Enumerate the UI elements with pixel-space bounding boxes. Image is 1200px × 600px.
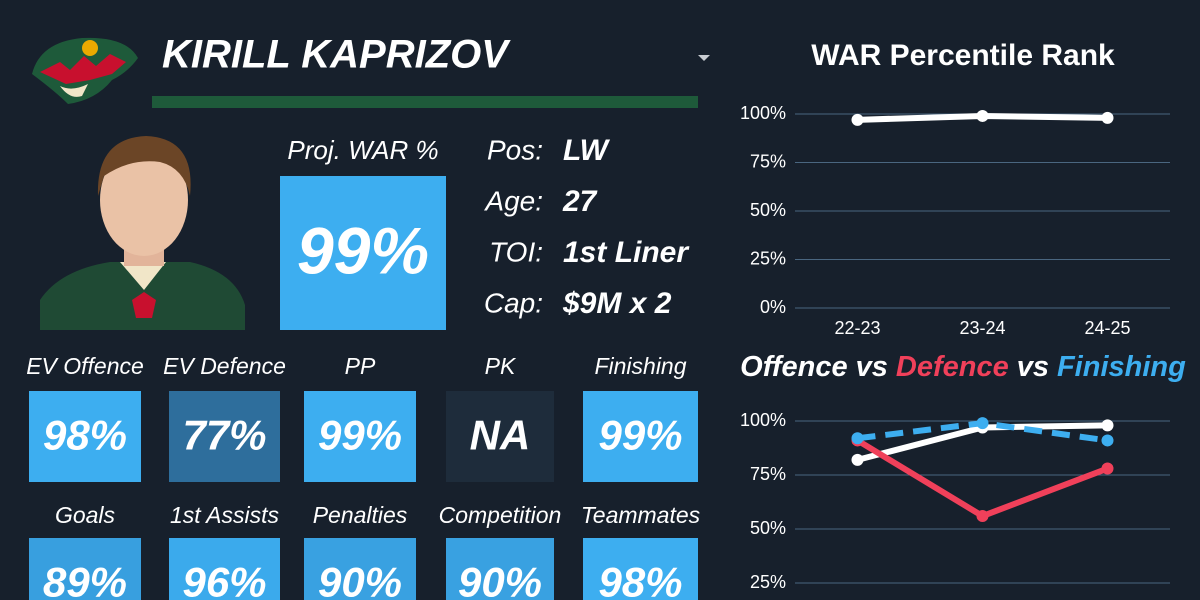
series-marker xyxy=(851,432,864,445)
player-name: KIRILL KAPRIZOV xyxy=(162,33,511,77)
info-value: 27 xyxy=(562,185,598,218)
series-marker xyxy=(976,417,989,430)
title-series-name: Finishing xyxy=(1057,351,1186,383)
tile-value: 99% xyxy=(598,412,682,459)
info-label: Pos: xyxy=(487,134,543,165)
tile-box xyxy=(583,391,698,482)
x-tick-label: 22-23 xyxy=(834,318,880,338)
name-underline xyxy=(152,96,698,108)
info-label: Age: xyxy=(483,185,543,216)
tile-box xyxy=(304,538,416,600)
tile-label: EV Offence xyxy=(26,353,144,379)
series-marker xyxy=(976,109,989,122)
title-joiner: vs xyxy=(1017,351,1049,383)
tile-value: NA xyxy=(470,412,531,459)
y-tick-label: 50% xyxy=(750,200,786,220)
y-tick-label: 75% xyxy=(750,151,786,171)
y-tick-label: 50% xyxy=(750,518,786,538)
tile-box xyxy=(29,391,141,482)
series-marker xyxy=(1101,434,1114,447)
series-marker xyxy=(1101,419,1114,432)
projection-value: 99% xyxy=(297,213,429,287)
tile-value: 96% xyxy=(182,559,266,600)
info-label: TOI: xyxy=(489,236,543,267)
tile-label: 1st Assists xyxy=(170,502,280,528)
tile-box xyxy=(304,391,416,482)
tile-label: Competition xyxy=(439,502,562,528)
tile-value: 90% xyxy=(318,559,402,600)
title-series-name: Offence xyxy=(740,351,847,383)
projection-label: Proj. WAR % xyxy=(287,135,438,165)
dropdown-arrow[interactable] xyxy=(698,55,710,61)
y-tick-label: 25% xyxy=(750,248,786,268)
info-value: LW xyxy=(563,134,611,167)
tile-label: Finishing xyxy=(594,353,686,379)
series-marker xyxy=(1101,111,1114,124)
tile-value: 98% xyxy=(43,412,127,459)
title-joiner: vs xyxy=(856,351,888,383)
tile-box xyxy=(583,538,698,600)
x-tick-label: 23-24 xyxy=(959,318,1005,338)
projection: Proj. WAR % 99% xyxy=(280,135,446,330)
y-tick-label: 100% xyxy=(740,103,786,123)
player-photo xyxy=(40,136,245,330)
series-marker xyxy=(976,510,989,523)
tile-value: 98% xyxy=(598,559,682,600)
projection-box xyxy=(280,176,446,330)
chart-title: Offence vs Defence vs Finishing xyxy=(740,351,1186,383)
tile-label: Penalties xyxy=(313,502,408,528)
y-tick-label: 100% xyxy=(740,410,786,430)
tile-value: 89% xyxy=(43,559,127,600)
team-logo xyxy=(32,37,138,105)
tile-value: 99% xyxy=(318,412,402,459)
info-value: 1st Liner xyxy=(563,236,690,269)
tile-label: Goals xyxy=(55,502,116,528)
tile-box xyxy=(446,538,554,600)
title-series-name: Defence xyxy=(896,351,1009,383)
tile-label: PP xyxy=(345,353,376,379)
tile-value: 90% xyxy=(458,559,542,600)
tile-box xyxy=(446,391,554,482)
tile-box xyxy=(169,538,280,600)
x-tick-label: 24-25 xyxy=(1084,318,1130,338)
info-value: $9M x 2 xyxy=(562,287,672,320)
y-tick-label: 75% xyxy=(750,464,786,484)
series-marker xyxy=(1101,462,1114,475)
y-tick-label: 0% xyxy=(760,297,786,317)
tile-value: 77% xyxy=(182,412,266,459)
tile-label: EV Defence xyxy=(163,353,286,379)
tile-box xyxy=(169,391,280,482)
chart-title: WAR Percentile Rank xyxy=(811,39,1115,72)
tile-label: Teammates xyxy=(581,502,701,528)
tile-box xyxy=(29,538,141,600)
series-marker xyxy=(851,453,864,466)
tile-label: PK xyxy=(485,353,517,379)
info-label: Cap: xyxy=(484,287,543,318)
y-tick-label: 25% xyxy=(750,572,786,592)
series-marker xyxy=(851,113,864,126)
